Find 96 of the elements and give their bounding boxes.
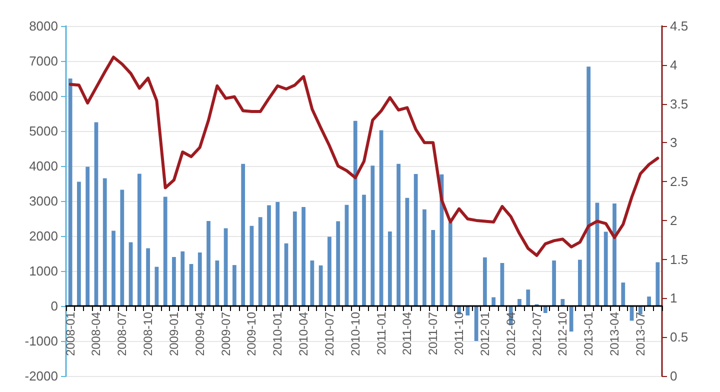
bar [560,299,565,306]
x-tick-label: 2009-10 [244,312,259,356]
x-tick-label: 2010-07 [322,312,336,356]
bar [172,257,176,306]
bar [518,299,522,306]
bar [232,265,236,306]
y-tick-label: 2000 [29,228,58,244]
bar [276,202,280,306]
x-tick-label: 2010-10 [348,312,362,356]
bar [466,306,470,316]
bar [241,164,246,306]
bar [353,120,358,306]
bar [146,248,150,306]
bar [422,209,426,306]
bar [302,206,306,306]
bar [68,78,72,306]
x-tick-label: 2009-07 [218,312,233,356]
bar [94,122,98,306]
bar [362,194,366,306]
bar [180,251,185,306]
y-tick-label: 6000 [29,88,58,104]
y-tick-label: 1000 [29,264,58,278]
x-tick-label: 2009-04 [192,312,207,356]
y2-tick-label: 3.5 [670,96,688,112]
bar [552,260,556,306]
y-tick-label: 3000 [29,194,58,208]
x-tick-label: 2011-10 [452,312,466,356]
y-tick-label: 7000 [29,54,58,68]
y2-tick-label: 0 [670,368,678,384]
y2-tick-label: 4.5 [670,18,688,34]
bar [318,265,323,306]
bar [198,252,202,306]
bar [414,174,418,306]
x-tick-label: 2013-07 [633,312,648,356]
x-tick-label: 2011-01 [374,312,388,356]
y-tick-label: 0 [50,298,58,314]
bar [578,260,582,306]
y-tick-label: 8000 [29,18,58,34]
bar [77,182,81,306]
y-tick-label: -1000 [24,334,58,348]
bar [112,230,116,306]
bar [137,174,142,306]
y-tick-label: 4000 [29,158,58,174]
x-tick-label: 2012-07 [530,312,544,356]
x-tick-label: 2011-04 [400,312,414,356]
bar [656,262,660,306]
x-tick-label: 2012-10 [556,312,570,356]
y2-tick-label: 1.5 [670,252,688,267]
x-tick-label: 2009-01 [166,312,181,356]
bar [621,282,626,306]
bar [328,236,332,306]
bar [526,290,530,306]
bar [448,222,452,306]
bar [258,217,262,306]
x-tick-label: 2010-01 [270,312,285,356]
bar [431,230,436,306]
bar [492,297,496,306]
bar [215,260,220,306]
y2-tick-label: 1 [670,290,678,306]
bar [292,212,297,306]
x-tick-label: 2008-10 [141,312,156,356]
bar [388,231,392,306]
bar [647,296,651,306]
bar [482,257,487,306]
bar [370,166,375,306]
bar [206,220,210,306]
bar [102,178,107,306]
y2-tick-label: 3 [670,135,678,150]
line-series [68,56,660,257]
bar [604,232,608,306]
x-tick-label: 2011-07 [426,312,440,356]
x-tick-label: 2013-01 [582,312,596,356]
bar [120,190,124,306]
bar [405,198,410,306]
y-tick-label: 5000 [29,124,58,138]
x-tick-label: 2013-04 [607,312,622,356]
x-tick-label: 2008-01 [63,312,78,356]
x-tick-label: 2010-04 [296,312,311,356]
bar [163,196,168,306]
bar [396,164,400,306]
y2-tick-label: 0.5 [670,330,688,345]
y-tick-label: -2000 [24,368,58,384]
bar [379,130,384,306]
y2-tick-label: 2.5 [670,174,688,190]
bar [336,221,340,306]
bar [310,260,314,306]
bar [86,166,90,306]
y2-tick-label: 4 [670,57,678,72]
y2-tick-label: 2 [670,212,678,228]
x-tick-label: 2012-01 [478,312,492,356]
x-tick-label: 2012-04 [504,312,518,356]
bar [267,205,271,306]
bar [586,66,591,306]
x-tick-label: 2008-07 [115,312,130,356]
x-tick-label: 2008-04 [89,312,104,356]
bar [612,203,616,306]
